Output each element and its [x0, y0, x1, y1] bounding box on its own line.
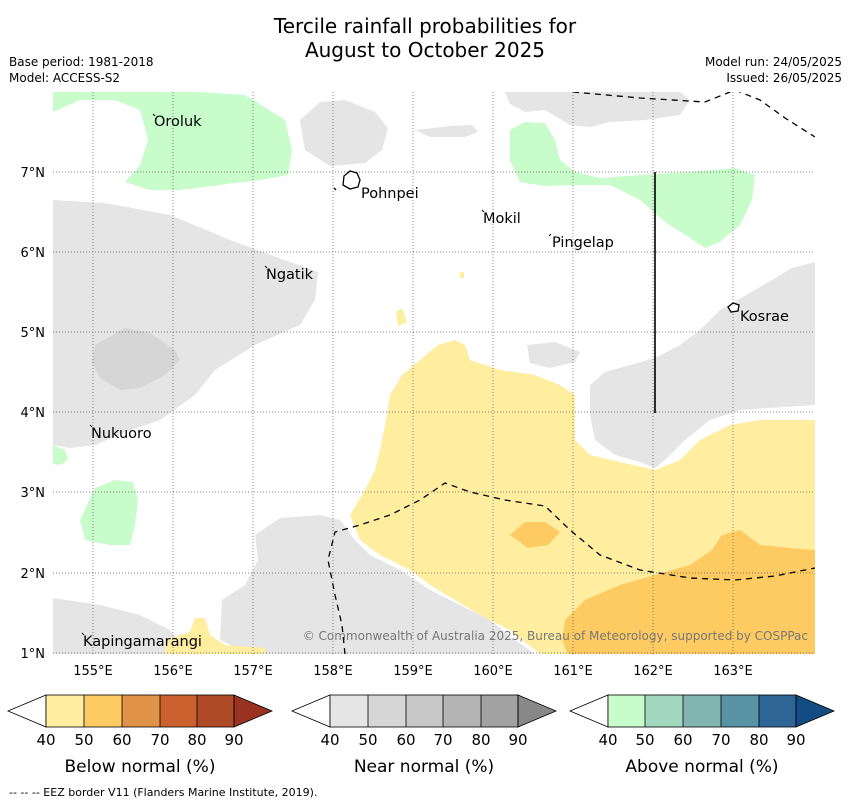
lon-tick: 161°E — [553, 664, 593, 679]
place-label-pohnpei: Pohnpei — [361, 186, 419, 202]
cbar-tick: 80 — [749, 731, 768, 749]
lat-tick-labels: 7°N 6°N 5°N 4°N 3°N 2°N 1°N — [21, 166, 46, 662]
colorbar-above-normal — [568, 694, 836, 728]
cbar-tick: 60 — [673, 731, 692, 749]
place-label-oroluk: Oroluk — [154, 114, 202, 130]
gridlines — [53, 92, 815, 654]
lat-tick: 2°N — [21, 567, 46, 582]
title-line-1: Tercile rainfall probabilities for — [273, 14, 577, 38]
lon-tick: 157°E — [233, 664, 273, 679]
cbar-tick: 70 — [150, 731, 169, 749]
colorbar-below-normal — [6, 694, 274, 728]
lat-tick: 7°N — [21, 166, 46, 181]
place-label-nukuoro: Nukuoro — [91, 426, 152, 442]
cbar-tick: 60 — [396, 731, 415, 749]
cbar-tick: 90 — [508, 731, 527, 749]
meta-left: Base period: 1981-2018 Model: ACCESS-S2 — [9, 54, 154, 86]
cbar-tick: 40 — [320, 731, 339, 749]
cbar-tick: 40 — [36, 731, 55, 749]
cbar-tick: 70 — [711, 731, 730, 749]
lat-tick: 6°N — [21, 246, 46, 261]
probability-shading — [53, 92, 815, 654]
cbar-tick: 70 — [433, 731, 452, 749]
lon-tick-labels: 155°E 156°E 157°E 158°E 159°E 160°E 161°… — [73, 664, 753, 679]
lon-tick: 159°E — [393, 664, 433, 679]
colorbar-label-near: Near normal (%) — [354, 757, 494, 777]
cbar-tick: 40 — [598, 731, 617, 749]
lat-tick: 1°N — [21, 647, 46, 662]
colorbar-label-above: Above normal (%) — [625, 757, 778, 777]
title-line-2: August to October 2025 — [304, 38, 546, 62]
lon-tick: 163°E — [713, 664, 753, 679]
lon-tick: 162°E — [633, 664, 673, 679]
place-labels: Oroluk Pohnpei Mokil Pingelap Ngatik Kos… — [83, 114, 789, 650]
eez-footnote: -- -- -- EEZ border V11 (Flanders Marine… — [9, 786, 318, 799]
eez-borders — [327, 92, 815, 654]
cbar-tick: 90 — [786, 731, 805, 749]
pohnpei-island — [342, 170, 361, 190]
place-label-kapingamarangi: Kapingamarangi — [83, 634, 202, 650]
colorbar-ticks: 40 50 60 70 80 90 40 50 60 70 80 90 40 5… — [36, 731, 805, 749]
cbar-tick: 80 — [471, 731, 490, 749]
model-name: Model: ACCESS-S2 — [9, 71, 121, 85]
place-markers — [81, 113, 552, 636]
model-run: Model run: 24/05/2025 — [704, 55, 842, 69]
lat-tick: 3°N — [21, 486, 46, 501]
chart-title: Tercile rainfall probabilities for Augus… — [0, 14, 850, 62]
above-normal-regions — [53, 92, 755, 545]
cbar-tick: 50 — [358, 731, 377, 749]
lon-tick: 156°E — [153, 664, 193, 679]
lat-tick: 5°N — [21, 326, 46, 341]
below-normal-regions — [165, 272, 815, 654]
cbar-tick: 50 — [635, 731, 654, 749]
islands — [333, 170, 740, 313]
near-normal-regions — [53, 92, 815, 654]
meta-right: Model run: 24/05/2025 Issued: 26/05/2025 — [705, 54, 842, 86]
cbar-tick: 80 — [187, 731, 206, 749]
place-label-mokil: Mokil — [483, 211, 521, 227]
lat-tick: 4°N — [21, 406, 46, 421]
kosrae-island — [727, 302, 740, 313]
cbar-tick: 50 — [74, 731, 93, 749]
copyright-notice: © Commonwealth of Australia 2025, Bureau… — [303, 629, 808, 643]
lon-tick: 160°E — [473, 664, 513, 679]
lon-tick: 155°E — [73, 664, 113, 679]
cbar-tick: 60 — [112, 731, 131, 749]
place-label-pingelap: Pingelap — [552, 235, 614, 251]
place-label-kosrae: Kosrae — [740, 309, 789, 325]
issued-date: Issued: 26/05/2025 — [726, 71, 842, 85]
colorbar-labels: Below normal (%) Near normal (%) Above n… — [65, 757, 779, 777]
cbar-tick: 90 — [224, 731, 243, 749]
base-period: Base period: 1981-2018 — [9, 55, 154, 69]
colorbar-label-below: Below normal (%) — [65, 757, 216, 777]
colorbar-near-normal — [290, 694, 558, 728]
lon-tick: 158°E — [313, 664, 353, 679]
place-label-ngatik: Ngatik — [266, 267, 314, 283]
